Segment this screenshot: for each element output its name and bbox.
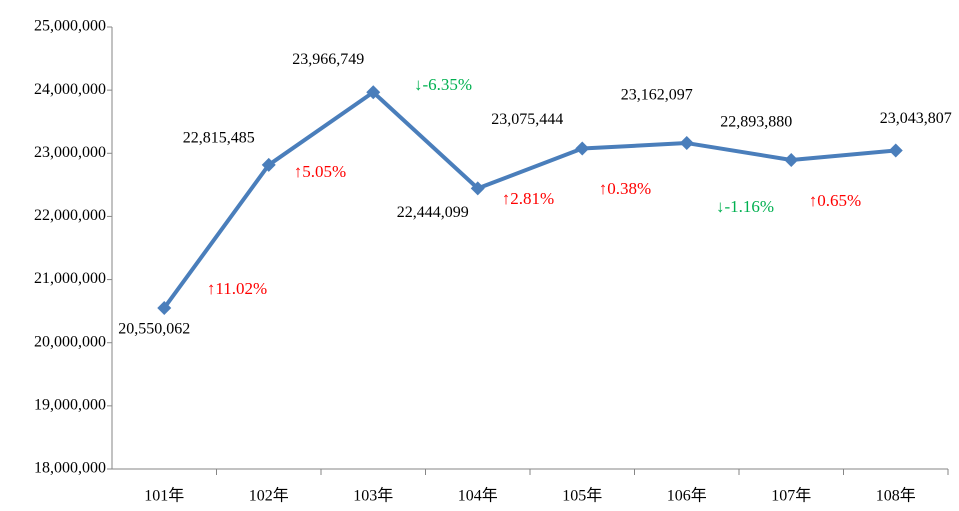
annotation: ↑0.38% xyxy=(599,179,651,198)
value-label: 22,444,099 xyxy=(397,204,469,221)
y-tick-label: 21,000,000 xyxy=(34,270,106,287)
annotation: ↑2.81% xyxy=(502,189,554,208)
point xyxy=(261,157,276,172)
point xyxy=(470,181,485,196)
x-tick-label: 104年 xyxy=(458,487,498,505)
y-tick-label: 20,000,000 xyxy=(34,333,106,350)
x-tick-label: 108年 xyxy=(876,487,916,505)
y-tick-label: 18,000,000 xyxy=(34,460,106,477)
annotation: ↑5.05% xyxy=(294,162,346,181)
point xyxy=(888,143,903,158)
y-tick-label: 19,000,000 xyxy=(34,397,106,414)
value-label: 23,043,807 xyxy=(880,110,952,127)
value-label: 23,162,097 xyxy=(621,87,693,104)
value-label: 22,815,485 xyxy=(183,130,255,147)
point xyxy=(366,85,381,100)
value-label: 23,966,749 xyxy=(292,51,364,68)
point xyxy=(784,152,799,167)
annotation: ↑11.02% xyxy=(207,279,267,298)
point xyxy=(679,136,694,151)
annotation: ↓-1.16% xyxy=(716,197,774,216)
x-tick-label: 105年 xyxy=(562,487,602,505)
point xyxy=(157,300,172,315)
value-label: 22,893,880 xyxy=(720,114,792,131)
y-tick-label: 23,000,000 xyxy=(34,144,106,161)
y-tick-label: 24,000,000 xyxy=(34,81,106,98)
y-tick-label: 22,000,000 xyxy=(34,207,106,224)
point xyxy=(575,141,590,156)
x-tick-label: 107年 xyxy=(771,487,811,505)
series-line xyxy=(162,90,896,310)
x-tick-label: 106年 xyxy=(667,487,707,505)
y-tick-label: 25,000,000 xyxy=(34,18,106,35)
annotation: ↓-6.35% xyxy=(414,75,472,94)
x-tick-label: 101年 xyxy=(144,487,184,505)
value-label: 23,075,444 xyxy=(491,111,563,128)
annotation: ↑0.65% xyxy=(809,191,861,210)
value-label: 20,550,062 xyxy=(118,321,190,338)
x-tick-label: 103年 xyxy=(353,487,393,505)
x-tick-label: 102年 xyxy=(249,487,289,505)
